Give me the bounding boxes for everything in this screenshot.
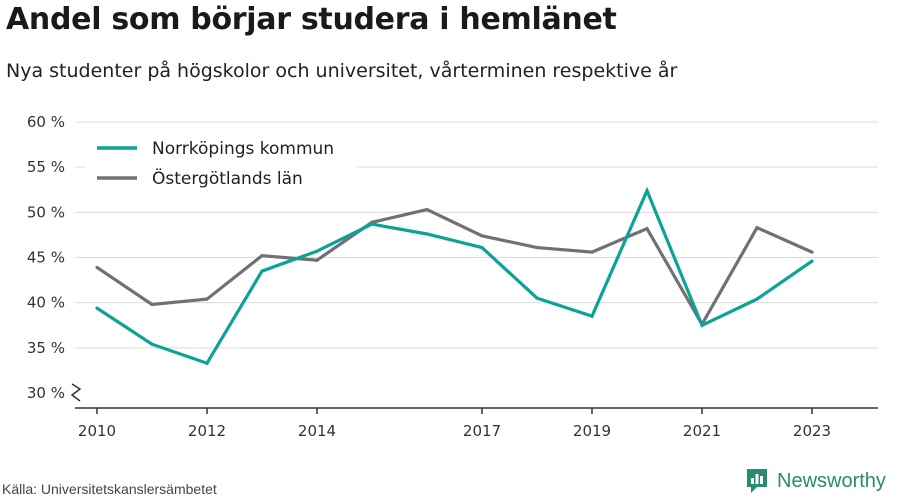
y-tick-label: 40 % bbox=[27, 294, 65, 312]
newsworthy-logo-icon bbox=[747, 469, 767, 493]
legend: Norrköpings kommun Östergötlands län bbox=[85, 130, 357, 192]
data-point bbox=[480, 234, 484, 238]
chart-title: Andel som börjar studera i hemlänet bbox=[6, 2, 617, 37]
series-line-norrkoping bbox=[96, 186, 813, 366]
x-tick-label: 2023 bbox=[793, 422, 831, 440]
data-point bbox=[645, 226, 649, 231]
x-tick-label: 2021 bbox=[683, 422, 721, 440]
data-point bbox=[755, 226, 759, 230]
data-point bbox=[205, 361, 209, 365]
data-point bbox=[810, 259, 814, 263]
legend-label: Östergötlands län bbox=[152, 167, 303, 189]
axis-break-icon bbox=[70, 383, 82, 402]
data-point bbox=[480, 245, 484, 250]
data-point bbox=[590, 314, 594, 318]
data-point bbox=[370, 222, 374, 226]
data-point bbox=[755, 297, 759, 301]
x-tick-label: 2019 bbox=[573, 422, 611, 440]
data-point bbox=[535, 245, 539, 250]
data-point bbox=[535, 296, 539, 300]
data-point bbox=[95, 265, 99, 270]
series-lines bbox=[95, 186, 814, 366]
brand-name: Newsworthy bbox=[777, 469, 886, 492]
y-tick-label: 55 % bbox=[27, 158, 65, 176]
data-point bbox=[700, 323, 704, 327]
x-tick-label: 2017 bbox=[463, 422, 501, 440]
data-point bbox=[260, 269, 264, 273]
data-point bbox=[590, 250, 594, 254]
legend-background bbox=[85, 130, 357, 192]
axes: 30 % 35 % 40 % 45 % 50 % 55 % 60 % 2010 2012 2014… bbox=[27, 113, 878, 440]
y-tick-label: 30 % bbox=[27, 384, 65, 402]
y-tick-label: 45 % bbox=[27, 249, 65, 267]
series-line-ostergotland bbox=[96, 207, 813, 328]
data-point bbox=[645, 189, 649, 193]
x-tick-label: 2010 bbox=[78, 422, 116, 440]
x-tick-label: 2012 bbox=[188, 422, 226, 440]
data-point bbox=[150, 302, 154, 307]
y-tick-label: 50 % bbox=[27, 203, 65, 221]
legend-label: Norrköpings kommun bbox=[152, 139, 334, 159]
data-point bbox=[315, 258, 319, 262]
x-tick-label: 2014 bbox=[298, 422, 336, 440]
data-point bbox=[425, 208, 429, 212]
data-point bbox=[150, 342, 154, 346]
data-point bbox=[260, 254, 264, 258]
source-note: Källa: Universitetskanslersämbetet bbox=[2, 481, 217, 497]
data-point bbox=[810, 250, 814, 254]
data-point bbox=[425, 232, 429, 236]
y-tick-label: 60 % bbox=[27, 113, 65, 131]
data-point bbox=[205, 297, 209, 301]
chart-subtitle: Nya studenter på högskolor och universit… bbox=[6, 60, 678, 82]
brand-logo: Newsworthy bbox=[745, 467, 886, 495]
y-tick-label: 35 % bbox=[27, 339, 65, 357]
data-point bbox=[95, 306, 99, 310]
data-point bbox=[315, 249, 319, 253]
